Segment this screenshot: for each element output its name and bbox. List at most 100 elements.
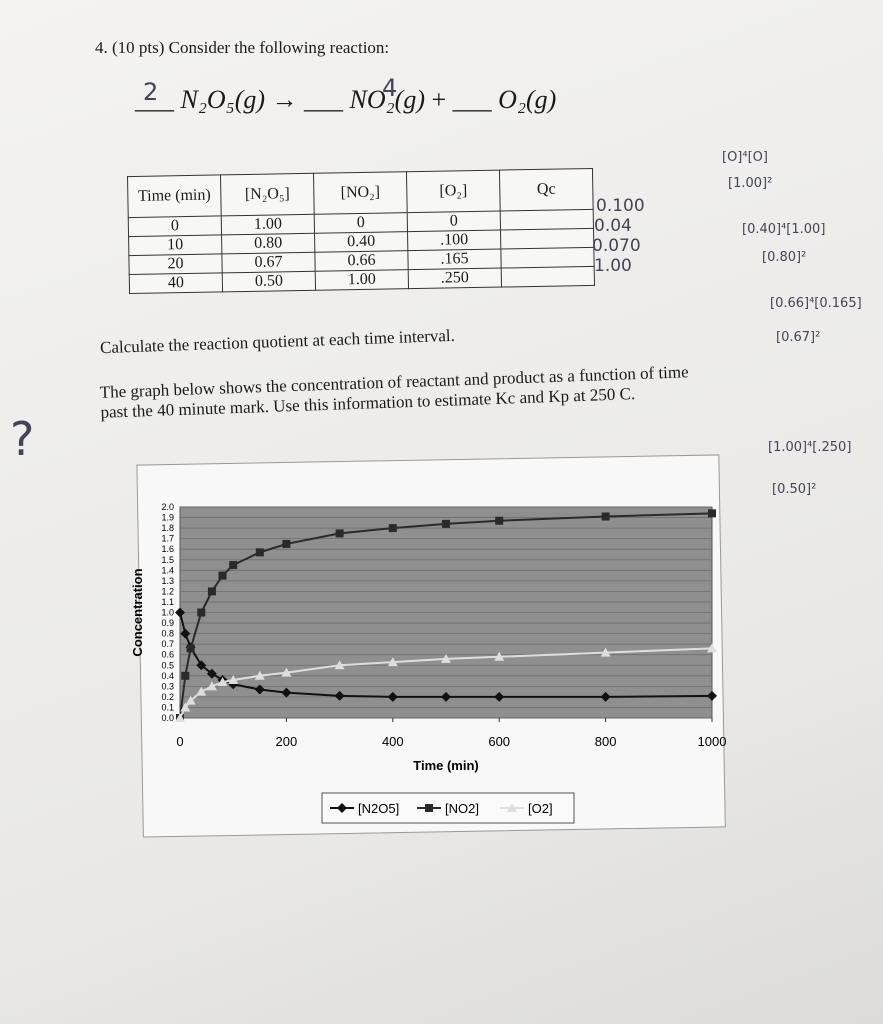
arrow: → — [271, 85, 298, 114]
marker — [185, 695, 196, 705]
y-tick-label: 2.0 — [161, 502, 174, 512]
marker — [494, 691, 505, 702]
y-tick-label: 0.4 — [161, 671, 174, 681]
marker — [281, 667, 292, 677]
marker — [334, 690, 345, 701]
reactant: N₂O₅(g) — [180, 85, 266, 114]
legend-label: [N2O5] — [358, 801, 399, 816]
y-tick-label: 1.2 — [161, 586, 174, 596]
marker — [601, 512, 610, 521]
y-tick-label: 1.8 — [161, 523, 174, 533]
x-tick-label: 200 — [276, 734, 298, 749]
legend-marker — [337, 803, 347, 813]
y-tick-label: 0.9 — [161, 618, 174, 628]
marker — [197, 608, 206, 617]
x-tick-label: 0 — [176, 734, 183, 749]
coefficient: 4 — [382, 74, 398, 102]
marker — [708, 509, 716, 518]
marker — [707, 690, 717, 701]
marker — [175, 607, 185, 618]
y-tick-label: 0.0 — [161, 713, 174, 723]
y-tick-label: 1.9 — [161, 513, 174, 523]
y-tick-label: 1.5 — [161, 555, 174, 565]
question-title: 4. (10 pts) Consider the following react… — [95, 38, 390, 57]
x-axis-label: Time (min) — [413, 758, 479, 773]
x-tick-label: 400 — [382, 734, 404, 749]
legend-label: [NO2] — [445, 801, 479, 816]
marker — [207, 587, 216, 596]
y-tick-label: 1.1 — [161, 597, 174, 607]
marker — [196, 660, 207, 671]
y-tick-label: 0.5 — [161, 660, 174, 670]
marker — [228, 675, 239, 685]
marker — [254, 684, 265, 695]
handwritten-work: [0.40]⁴[1.00] — [742, 222, 826, 237]
marker — [388, 524, 397, 533]
qc-value: 0.04 — [594, 216, 632, 236]
legend-marker — [507, 803, 517, 812]
y-tick-label: 1.0 — [161, 608, 174, 618]
plus: + — [431, 85, 447, 114]
marker — [180, 628, 191, 639]
marker — [495, 516, 504, 525]
handwritten-work: [O]⁴[O] — [722, 150, 768, 165]
coefficient: 2 — [143, 78, 159, 106]
product: O₂(g) — [498, 85, 557, 114]
y-tick-label: 0.1 — [161, 702, 174, 712]
marker — [442, 519, 450, 528]
marker — [387, 657, 398, 667]
marker — [218, 571, 227, 580]
marker — [441, 691, 451, 702]
marker — [181, 671, 190, 680]
qc-value: 0.100 — [596, 196, 645, 216]
x-tick-label: 600 — [488, 734, 510, 749]
handwritten-work: [0.80]² — [762, 250, 807, 265]
handwritten-work: [0.67]² — [776, 330, 821, 345]
handwritten-work: [1.00]⁴[.250] — [768, 440, 852, 455]
marker — [206, 681, 217, 691]
y-tick-label: 0.3 — [161, 681, 174, 691]
y-tick-label: 1.7 — [161, 534, 174, 544]
y-tick-label: 0.6 — [161, 650, 174, 660]
marker — [334, 660, 345, 670]
marker — [282, 539, 291, 548]
y-tick-label: 1.6 — [161, 544, 174, 554]
marker — [180, 702, 191, 712]
qc-value: 1.00 — [594, 256, 632, 276]
marker — [196, 686, 207, 696]
marker — [175, 713, 185, 722]
marker — [254, 670, 265, 680]
handwritten-work: [0.50]² — [772, 482, 817, 497]
handwritten-work: [0.66]⁴[0.165] — [770, 296, 862, 311]
y-axis-label: Concentration — [130, 568, 145, 656]
marker — [441, 653, 451, 663]
legend-marker — [425, 804, 433, 812]
marker — [255, 548, 264, 557]
marker — [217, 677, 228, 687]
legend-label: [O2] — [528, 801, 553, 816]
product: NO₂(g) — [349, 85, 425, 114]
marker — [600, 691, 611, 702]
marker — [206, 668, 217, 679]
marker — [229, 561, 238, 570]
reaction: ___ N₂O₅(g) → ___ NO₂(g) + ___ O₂(g) — [135, 85, 557, 114]
y-tick-label: 0.7 — [161, 639, 174, 649]
handwritten-work: [1.00]² — [728, 176, 773, 191]
x-tick-label: 1000 — [698, 734, 727, 749]
x-tick-label: 800 — [595, 734, 617, 749]
marker — [707, 643, 717, 653]
y-tick-label: 1.3 — [161, 576, 174, 586]
y-tick-label: 1.4 — [161, 565, 174, 575]
marker — [335, 529, 344, 538]
marker — [186, 644, 195, 653]
marker — [281, 687, 292, 698]
marker — [600, 647, 611, 657]
marker — [494, 651, 505, 661]
y-tick-label: 0.8 — [161, 629, 174, 639]
marker — [387, 691, 398, 702]
legend — [321, 792, 575, 824]
question-mark: ? — [10, 412, 35, 466]
qc-value: 0.070 — [592, 236, 641, 256]
